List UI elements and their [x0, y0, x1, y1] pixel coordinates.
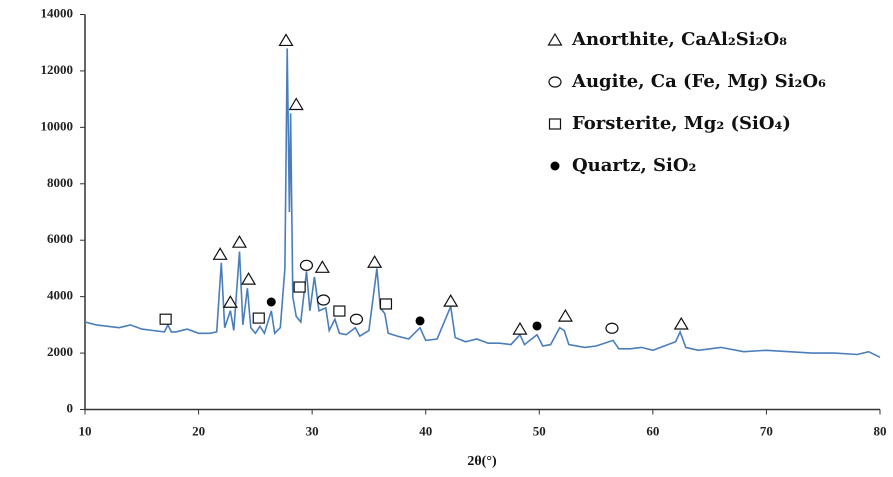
phase-marker — [316, 294, 331, 306]
phase-marker — [443, 293, 459, 307]
phase-marker — [222, 295, 238, 308]
x-tick-label: 80 — [874, 423, 887, 438]
x-tick-label: 70 — [760, 423, 773, 438]
legend-label: Quartz, SiO₂ — [572, 155, 696, 176]
y-tick-label: 12000 — [41, 62, 74, 77]
phase-marker — [314, 260, 330, 273]
phase-marker — [532, 321, 542, 331]
phase-marker — [231, 235, 248, 248]
phase-marker — [605, 322, 619, 334]
legend-symbol — [550, 161, 560, 171]
y-tick-label: 14000 — [41, 5, 74, 20]
phase-marker — [415, 316, 425, 326]
legend-symbol — [547, 32, 563, 46]
phase-marker — [379, 298, 393, 310]
x-tick-label: 60 — [646, 423, 659, 438]
y-tick-label: 6000 — [47, 231, 73, 246]
phase-marker — [293, 281, 306, 293]
y-tick-label: 10000 — [41, 118, 74, 133]
phase-marker — [557, 308, 573, 322]
x-axis-label: 2θ(°) — [467, 454, 497, 469]
phase-marker — [278, 33, 294, 47]
legend-label: Forsterite, Mg₂ (SiO₄) — [572, 113, 791, 134]
phase-marker — [288, 97, 304, 111]
legend-symbol — [548, 118, 562, 130]
phase-marker — [212, 247, 228, 260]
y-tick-label: 4000 — [47, 288, 73, 303]
phase-marker — [512, 321, 528, 335]
x-tick-label: 20 — [192, 423, 205, 438]
pattern-line — [84, 48, 881, 359]
phase-marker — [266, 297, 276, 307]
phase-marker — [240, 271, 257, 285]
x-tick-label: 30 — [306, 423, 319, 438]
phase-marker — [367, 255, 383, 268]
phase-marker — [159, 313, 172, 325]
x-tick-label: 10 — [79, 423, 92, 438]
legend-label: Augite, Ca (Fe, Mg) Si₂O₆ — [571, 71, 826, 92]
phase-marker — [333, 305, 346, 317]
y-tick-label: 2000 — [47, 344, 73, 359]
x-tick-label: 50 — [533, 423, 546, 438]
legend-symbol — [548, 76, 562, 88]
y-tick-label: 0 — [67, 400, 74, 415]
legend-label: Anorthite, CaAl₂Si₂O₈ — [571, 29, 787, 50]
phase-marker — [252, 312, 265, 324]
phase-marker — [299, 259, 314, 271]
y-tick-label: 8000 — [47, 175, 73, 190]
phase-marker — [673, 316, 689, 330]
x-tick-label: 40 — [419, 423, 432, 438]
phase-marker — [349, 313, 364, 325]
